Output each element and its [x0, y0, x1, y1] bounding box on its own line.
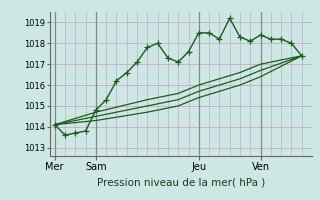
X-axis label: Pression niveau de la mer( hPa ): Pression niveau de la mer( hPa ): [97, 177, 265, 187]
